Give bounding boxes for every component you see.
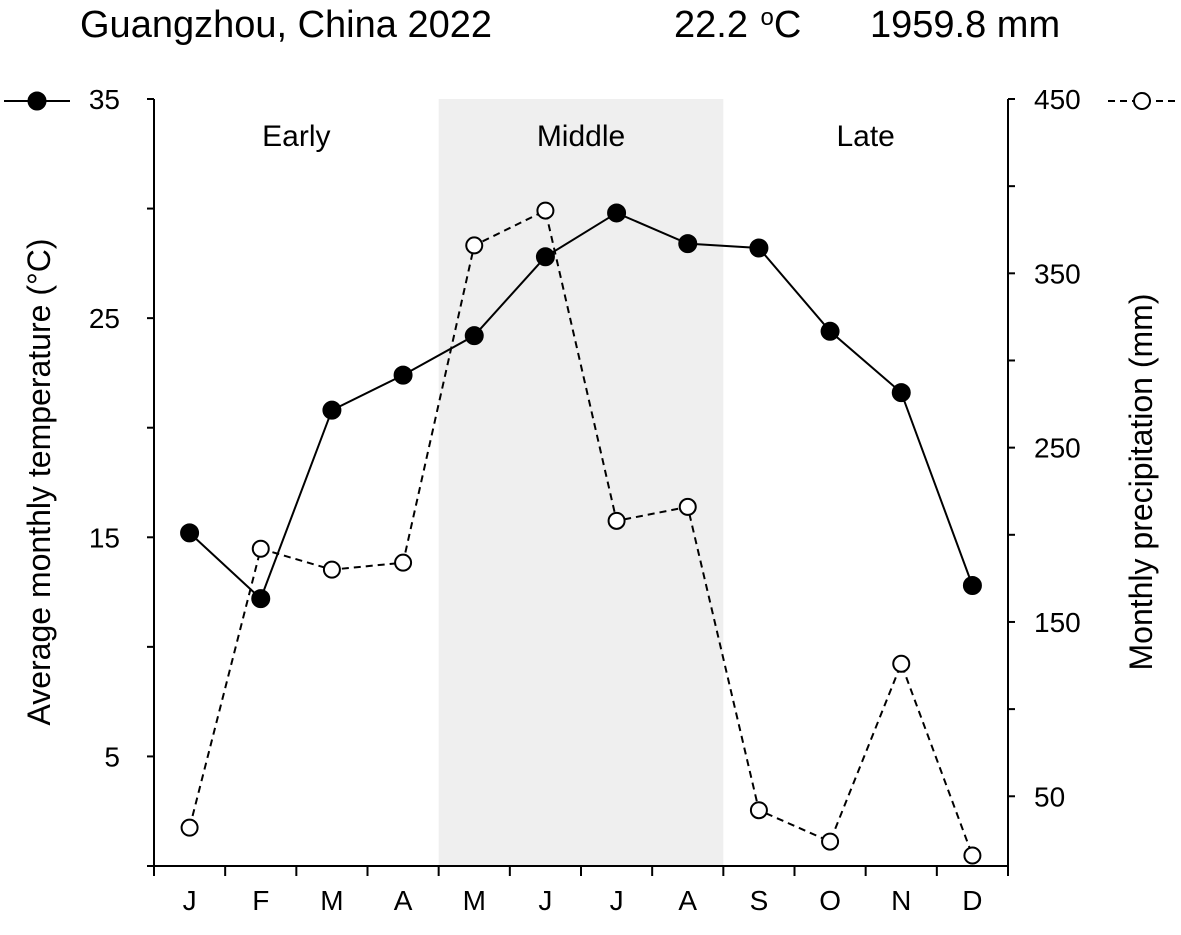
temperature-legend-marker — [27, 91, 47, 111]
x-tick-label: M — [463, 885, 486, 916]
right-tick-label: 150 — [1034, 607, 1081, 638]
precipitation-point — [607, 511, 626, 530]
temperature-point — [891, 383, 911, 403]
left-tick-label: 5 — [104, 741, 120, 772]
y-right-axis-label: Monthly precipitation (mm) — [1123, 294, 1159, 671]
temperature-point — [535, 247, 555, 267]
axes: 5 15 25 35 50 150 250 350 450 J F M A M J J A S O N D — [89, 84, 1081, 916]
period-labels: Early Middle Late — [262, 120, 895, 153]
temperature-line — [188, 211, 974, 601]
x-tick-label: M — [320, 885, 343, 916]
precipitation-point — [180, 818, 199, 837]
temperature-point — [962, 575, 982, 595]
temperature-point — [678, 234, 698, 254]
precipitation-point — [251, 539, 270, 558]
temperature-point — [322, 400, 342, 420]
precipitation-point — [322, 560, 341, 579]
data-series — [180, 201, 982, 865]
x-tick-label: F — [252, 885, 269, 916]
x-tick-label: O — [819, 885, 841, 916]
precipitation-point — [892, 654, 911, 673]
mean-temperature-value: 22.2 — [674, 4, 748, 46]
period-label-late: Late — [836, 120, 894, 153]
temperature-point — [393, 365, 413, 385]
x-tick-label: N — [891, 885, 911, 916]
axis-labels: Average monthly temperature (°C) Monthly … — [21, 238, 1159, 725]
temperature-point — [464, 326, 484, 346]
right-tick-label: 450 — [1034, 84, 1081, 115]
chart-title: Guangzhou, China 2022 — [80, 4, 492, 46]
precipitation-point — [465, 236, 484, 255]
temperature-unit: C — [773, 4, 802, 46]
temperature-point — [749, 238, 769, 258]
precipitation-legend-marker — [1133, 92, 1151, 110]
x-tick-label: A — [394, 885, 413, 916]
period-label-middle: Middle — [537, 120, 625, 153]
precipitation-point — [678, 497, 697, 516]
temperature-point — [251, 589, 271, 609]
legend — [4, 91, 1176, 111]
period-label-early: Early — [262, 120, 330, 153]
x-tick-label: A — [678, 885, 697, 916]
x-tick-label: J — [183, 885, 197, 916]
x-tick-label: S — [750, 885, 769, 916]
degree-sign: o — [760, 4, 774, 31]
precipitation-point — [821, 832, 840, 851]
mean-temperature: 22.2 oC — [674, 2, 801, 53]
period-shade-middle — [438, 99, 724, 866]
precipitation-point — [963, 846, 982, 865]
x-tick-label: J — [538, 885, 552, 916]
left-tick-label: 35 — [89, 84, 120, 115]
right-tick-label: 250 — [1034, 433, 1081, 464]
left-tick-label: 25 — [89, 303, 120, 334]
temperature-point — [607, 203, 627, 223]
temperature-point — [820, 321, 840, 341]
total-precipitation: 1959.8 mm — [870, 4, 1061, 46]
precipitation-point — [749, 801, 768, 820]
y-left-axis-label: Average monthly temperature (°C) — [21, 238, 57, 725]
precipitation-line — [188, 209, 974, 856]
right-tick-label: 50 — [1034, 781, 1065, 812]
period-shading — [438, 99, 724, 866]
precipitation-point — [536, 201, 555, 220]
temperature-point — [180, 523, 200, 543]
right-tick-label: 350 — [1034, 258, 1081, 289]
left-tick-label: 15 — [89, 522, 120, 553]
x-tick-label: J — [610, 885, 624, 916]
precipitation-point — [394, 553, 413, 572]
x-tick-label: D — [962, 885, 982, 916]
